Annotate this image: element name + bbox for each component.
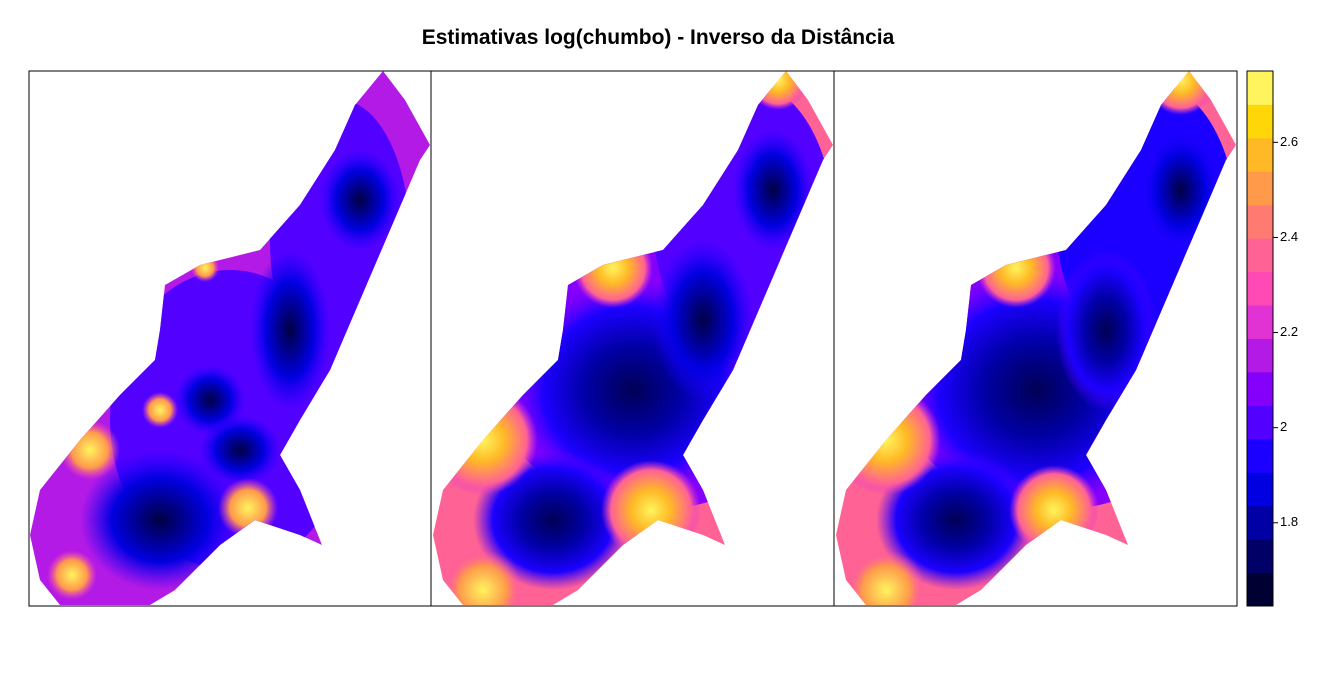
color-bin — [1247, 572, 1273, 607]
z-tick-label: 1.8 — [1280, 514, 1298, 529]
color-bin — [1247, 104, 1273, 139]
color-bin — [1247, 539, 1273, 574]
color-bin — [1247, 305, 1273, 339]
z-tick-label: 2.4 — [1280, 229, 1298, 244]
color-bin — [1247, 238, 1273, 273]
color-bin — [1247, 137, 1273, 172]
map-panel — [30, 71, 430, 605]
color-bin — [1247, 438, 1273, 473]
color-bin — [1247, 371, 1273, 406]
color-bin — [1247, 271, 1273, 306]
panel-frame — [833, 70, 1238, 607]
chart-title: Estimativas log(chumbo) - Inverso da Dis… — [422, 26, 895, 49]
color-bin — [1247, 472, 1273, 507]
color-bin — [1247, 505, 1273, 540]
map-panel — [433, 71, 833, 605]
color-bin — [1247, 338, 1273, 373]
z-tick-label: 2.6 — [1280, 134, 1298, 149]
colorbar-frame — [1246, 70, 1274, 607]
color-bin — [1247, 204, 1273, 239]
color-bin — [1247, 71, 1273, 105]
z-tick-label: 2 — [1280, 419, 1287, 434]
color-bin — [1247, 405, 1273, 440]
color-bin — [1247, 171, 1273, 206]
map-panel — [836, 71, 1236, 605]
z-tick-label: 2.2 — [1280, 324, 1298, 339]
